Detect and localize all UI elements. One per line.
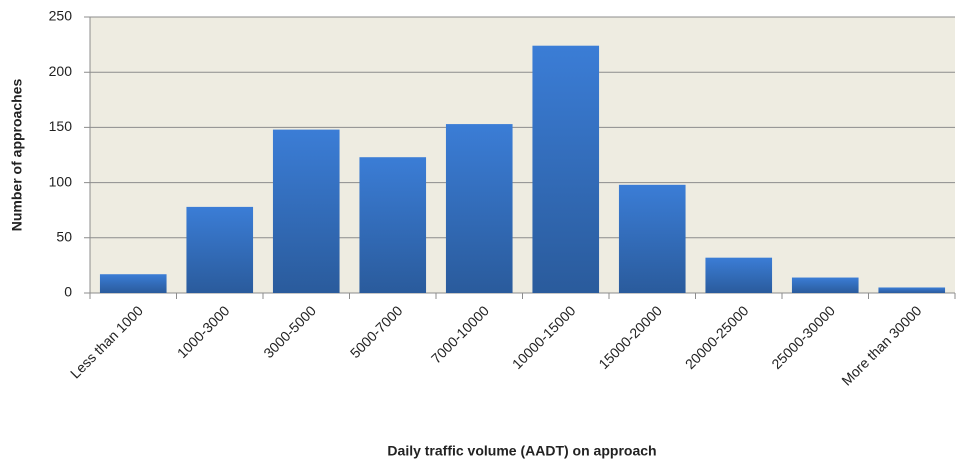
x-tick-label: 15000-20000: [595, 302, 665, 372]
bar: [272, 129, 340, 293]
bar: [532, 45, 600, 294]
bar: [618, 184, 686, 293]
y-tick-label: 150: [49, 118, 73, 134]
y-tick-label: 200: [49, 63, 73, 79]
bar: [445, 124, 513, 293]
y-tick-label: 100: [49, 173, 73, 189]
x-tick-label: 25000-30000: [768, 302, 838, 372]
bar: [359, 157, 427, 293]
x-tick-label: 1000-3000: [174, 302, 233, 361]
x-axis-title: Daily traffic volume (AADT) on approach: [387, 443, 656, 459]
x-tick-label: 10000-15000: [509, 302, 579, 372]
bar: [186, 206, 254, 293]
x-tick-label: More than 30000: [838, 302, 924, 388]
x-tick-label: 5000-7000: [347, 302, 406, 361]
y-tick-label: 0: [64, 284, 72, 300]
y-axis-title: Number of approaches: [9, 79, 25, 232]
x-tick-label: 7000-10000: [428, 302, 492, 366]
bar: [791, 277, 859, 293]
y-tick-label: 250: [49, 8, 73, 24]
x-tick-label: 3000-5000: [260, 302, 319, 361]
y-tick-label: 50: [56, 229, 72, 245]
bar: [705, 257, 773, 293]
x-tick-label: Less than 1000: [67, 302, 146, 381]
bar: [99, 274, 167, 293]
bar: [878, 287, 946, 293]
x-tick-label: 20000-25000: [682, 302, 752, 372]
